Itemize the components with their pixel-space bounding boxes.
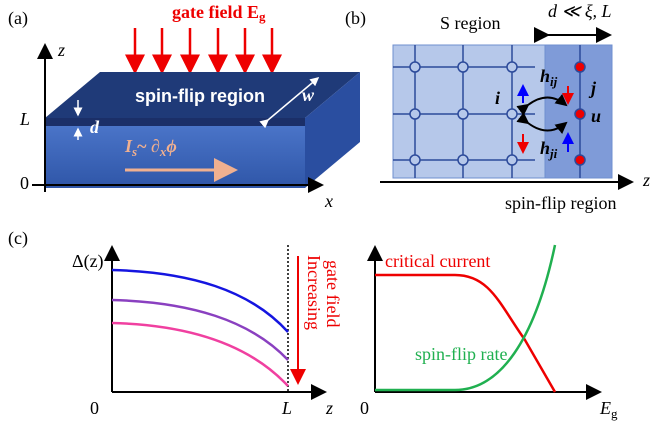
axis-label: Eg [599, 398, 618, 421]
panel-label: (b) [345, 8, 366, 29]
curve [112, 323, 288, 386]
panel-label: (a) [8, 8, 28, 29]
site-label: u [591, 106, 601, 126]
gate-field-label: gate field Eg [172, 2, 266, 24]
figure: (a) gate field Eg z x L 0 d spin-flip re… [0, 0, 654, 426]
curve-label: spin-flip rate [415, 344, 507, 364]
tick-label: 0 [360, 398, 369, 418]
axis-label: z [325, 398, 333, 418]
field-arrows [135, 28, 272, 72]
critical-current-curve [375, 275, 555, 392]
tick-label: L [19, 109, 30, 129]
w-label: w [302, 85, 315, 105]
tick-label: L [281, 398, 292, 418]
tick-label: 0 [20, 173, 29, 193]
arrow-label: gate field [323, 260, 343, 327]
axis-label: z [642, 170, 650, 190]
arrow-label: Increasing [304, 255, 324, 330]
axis-label: Δ(z) [72, 251, 104, 272]
site-label: i [495, 88, 500, 108]
s-region-label: S region [440, 13, 501, 33]
scale-label: d ≪ ξ, L [548, 1, 612, 21]
curve-label: critical current [385, 251, 490, 271]
axis-label: x [324, 191, 333, 211]
region-label: spin-flip region [505, 193, 616, 213]
panel-label: (c) [8, 228, 28, 249]
axis-label: z [57, 40, 65, 60]
current-label: Is~ ∂xϕ [124, 136, 177, 159]
region-label: spin-flip region [135, 86, 265, 106]
d-label: d [90, 117, 100, 137]
tick-label: 0 [90, 398, 99, 418]
slab-layer [45, 118, 305, 126]
